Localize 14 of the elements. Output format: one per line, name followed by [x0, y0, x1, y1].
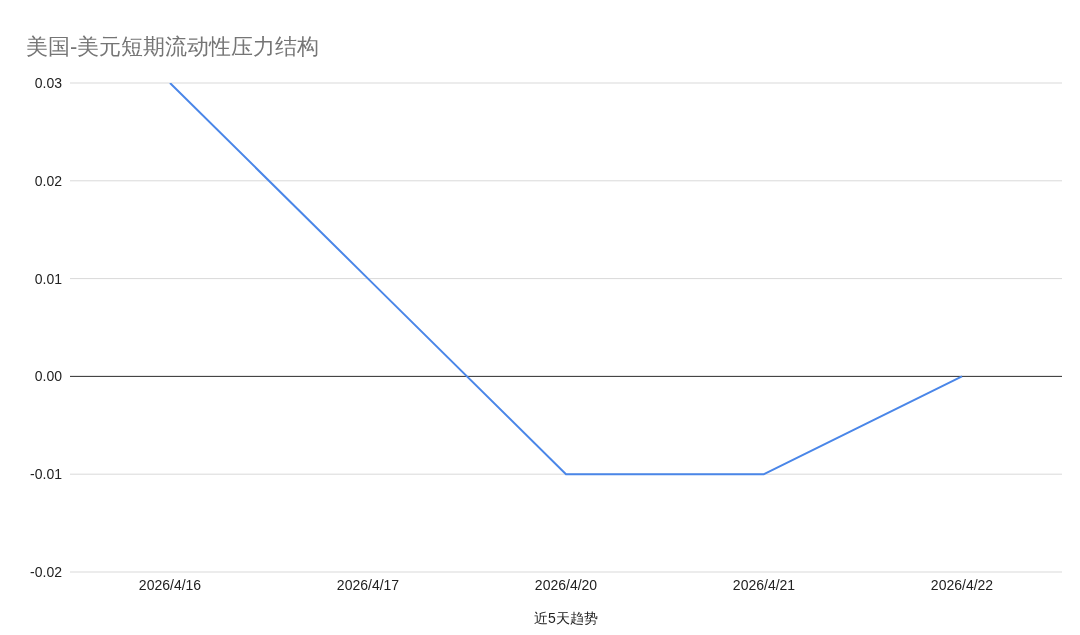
y-tick-label: 0.01 [34, 270, 63, 287]
y-tick-label: 0.02 [34, 172, 63, 189]
line-series [169, 83, 963, 476]
chart-title: 美国-美元短期流动性压力结构 [26, 33, 320, 61]
y-tick-label: 0.00 [34, 368, 63, 385]
x-tick-label: 2026/4/22 [930, 576, 994, 593]
x-tick-label: 2026/4/16 [138, 576, 202, 593]
x-tick-label: 2026/4/21 [732, 576, 796, 593]
x-tick-label: 2026/4/20 [534, 576, 598, 593]
y-tick-label: 0.03 [34, 74, 63, 91]
y-tick-label: -0.02 [30, 563, 63, 580]
y-tick-label: -0.01 [30, 466, 63, 483]
x-tick-label: 2026/4/17 [336, 576, 400, 593]
x-axis-title: 近5天趋势 [534, 610, 598, 626]
